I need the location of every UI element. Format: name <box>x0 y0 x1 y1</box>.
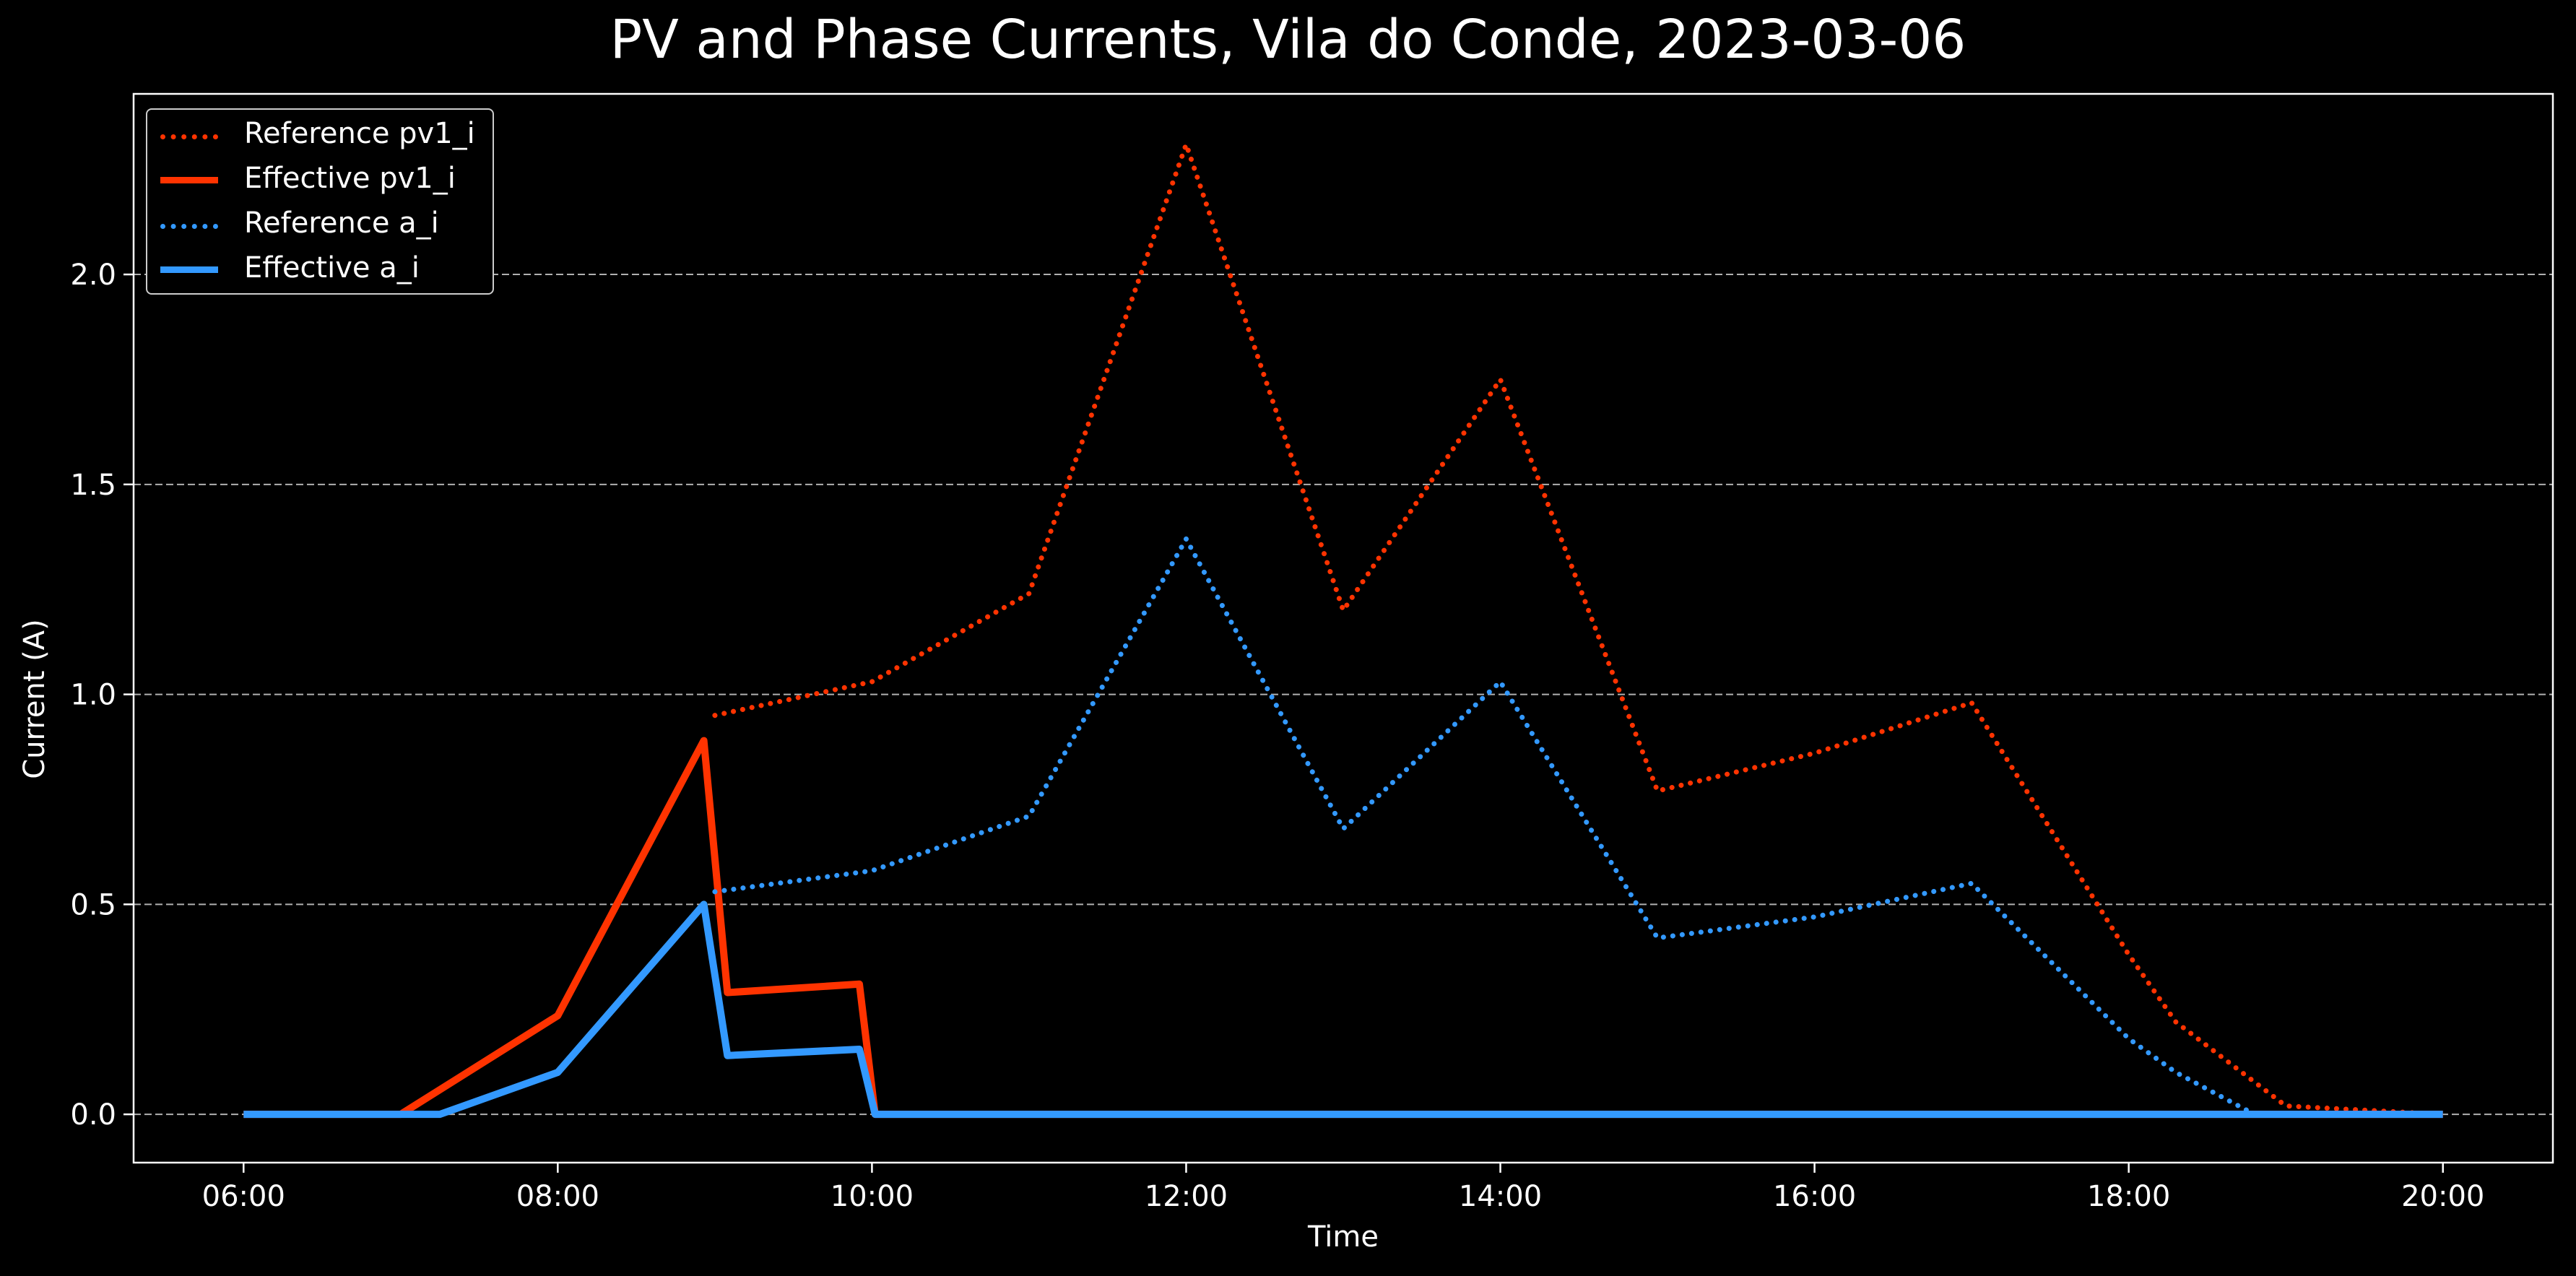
y-tick-label: 0.5 <box>70 888 116 921</box>
series-lines <box>243 142 2446 1119</box>
plot-frame <box>132 92 2554 1164</box>
x-axis-ticks: 06:00 08:00 10:00 12:00 14:00 16:00 18:00 20:00 <box>202 1163 2484 1213</box>
legend-label: Effective pv1_i <box>244 162 456 195</box>
x-tick-label: 06:00 <box>202 1180 285 1213</box>
x-axis-label: Time <box>1308 1220 1379 1254</box>
legend-item-effective-pv1: Effective pv1_i <box>147 157 493 202</box>
series-line-0 <box>712 142 2446 1117</box>
x-tick-label: 14:00 <box>1459 1180 1542 1213</box>
legend-item-reference-pv1: Reference pv1_i <box>147 113 493 157</box>
y-tick-label: 1.0 <box>70 679 116 712</box>
x-tick-label: 10:00 <box>831 1180 914 1213</box>
series-line-3 <box>243 900 2443 1119</box>
legend-label: Reference a_i <box>244 207 439 240</box>
legend-label: Reference pv1_i <box>244 117 475 150</box>
y-tick-label: 0.0 <box>70 1098 116 1132</box>
legend-swatch-effective-pv1 <box>160 177 218 183</box>
legend-swatch-effective-a <box>160 266 218 273</box>
x-tick-label: 12:00 <box>1145 1180 1228 1213</box>
legend-label: Effective a_i <box>244 251 420 285</box>
grid-lines <box>134 274 2553 1116</box>
y-axis-label: Current (A) <box>18 619 51 779</box>
y-axis-ticks: 0.0 0.5 1.0 1.5 2.0 <box>70 259 134 1132</box>
legend-swatch-reference-a <box>160 224 218 229</box>
y-tick-label: 2.0 <box>70 259 116 292</box>
x-tick-label: 18:00 <box>2087 1180 2170 1213</box>
legend-item-effective-a: Effective a_i <box>147 247 493 292</box>
legend-item-reference-a: Reference a_i <box>147 202 493 247</box>
y-tick-label: 1.5 <box>70 469 116 502</box>
chart-title: PV and Phase Currents, Vila do Conde, 20… <box>610 9 1966 71</box>
x-tick-label: 20:00 <box>2401 1180 2484 1213</box>
legend: Reference pv1_i Effective pv1_i Referenc… <box>146 108 494 295</box>
legend-swatch-reference-pv1 <box>160 134 218 139</box>
x-tick-label: 08:00 <box>516 1180 599 1213</box>
x-tick-label: 16:00 <box>1773 1180 1856 1213</box>
